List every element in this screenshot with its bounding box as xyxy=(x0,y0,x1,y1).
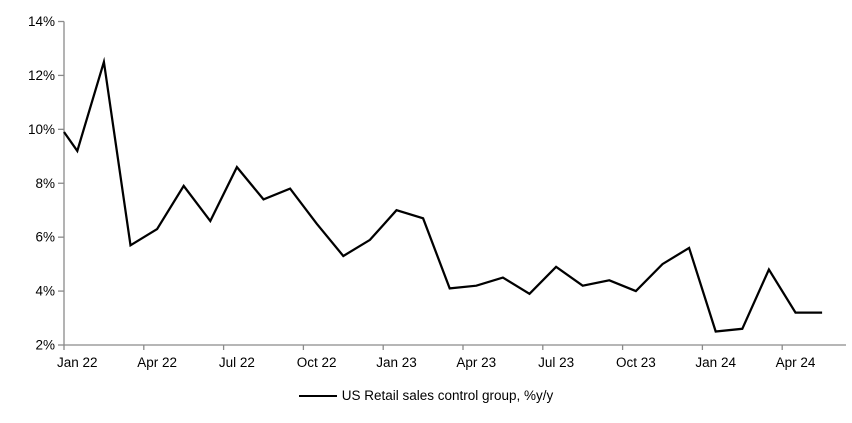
y-axis-label: 4% xyxy=(35,284,55,299)
y-axis-label: 6% xyxy=(35,230,55,245)
x-axis-label: Apr 23 xyxy=(456,355,496,370)
y-axis-label: 14% xyxy=(28,14,55,29)
x-axis-label: Jan 24 xyxy=(695,355,736,370)
y-axis-label: 12% xyxy=(28,68,55,83)
x-axis-label: Jan 23 xyxy=(376,355,417,370)
x-axis-label: Jul 23 xyxy=(538,355,574,370)
x-axis-label: Jul 22 xyxy=(219,355,255,370)
x-axis-label: Oct 23 xyxy=(616,355,656,370)
x-axis-label: Oct 22 xyxy=(297,355,337,370)
legend-label: US Retail sales control group, %y/y xyxy=(341,388,554,403)
y-axis-label: 2% xyxy=(35,338,55,353)
x-axis-label: Apr 22 xyxy=(137,355,177,370)
legend-line-swatch-icon xyxy=(298,394,337,397)
y-axis-label: 10% xyxy=(28,122,55,137)
y-axis-label: 8% xyxy=(35,176,55,191)
series-line-retail-control-group xyxy=(63,56,823,333)
legend: US Retail sales control group, %y/y xyxy=(0,388,852,403)
x-axis-label: Jan 22 xyxy=(57,355,98,370)
x-axis-label: Apr 24 xyxy=(776,355,816,370)
